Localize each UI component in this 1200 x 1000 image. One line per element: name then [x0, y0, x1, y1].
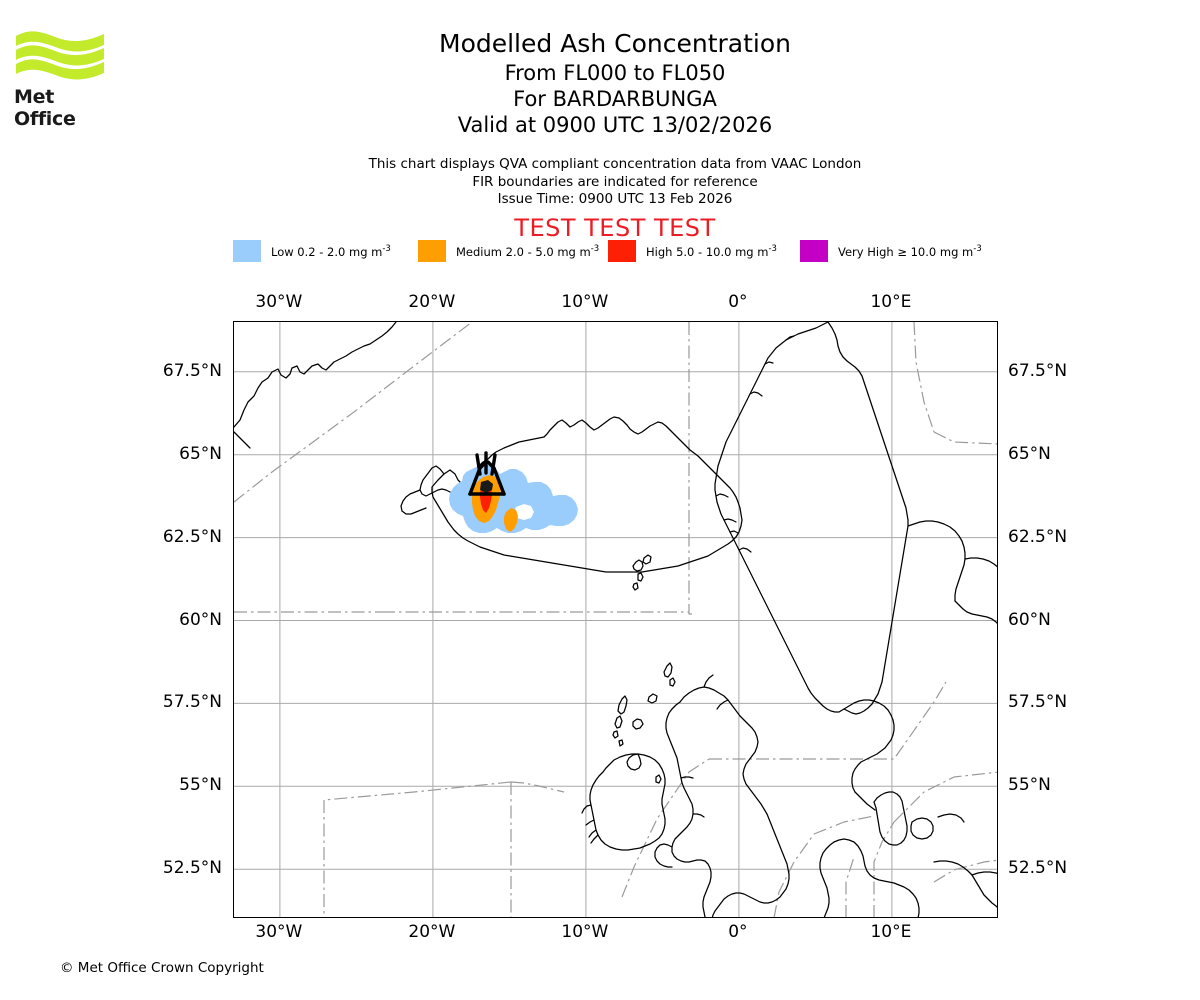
copyright-notice: © Met Office Crown Copyright: [60, 960, 264, 976]
lat-tick-left-3: 60°N: [179, 609, 222, 630]
lat-tick-right-3: 60°N: [1008, 609, 1051, 630]
legend-label-low: Low 0.2 - 2.0 mg m-3: [271, 243, 391, 259]
title-block: Modelled Ash Concentration From FL000 to…: [115, 28, 1115, 138]
flight-level-range: From FL000 to FL050: [504, 61, 726, 85]
met-office-wave-mark: [16, 31, 104, 80]
ash-area-high: [480, 485, 492, 513]
lon-tick-top-3: 0°: [728, 292, 748, 312]
qva-note: This chart displays QVA compliant concen…: [368, 156, 862, 172]
ash-plume: [449, 465, 578, 533]
volcano-eruption-symbol: [468, 451, 506, 496]
legend-swatch-low: [233, 240, 261, 262]
met-office-wordmark: Met Office: [14, 86, 76, 130]
graticule-grid: [234, 322, 997, 917]
lon-tick-top-4: 10°E: [870, 292, 912, 312]
lon-tick-top-2: 10°W: [561, 292, 609, 312]
legend-swatch-medium: [418, 240, 446, 262]
map-panel: [233, 321, 998, 918]
lat-tick-right-5: 55°N: [1008, 775, 1051, 796]
lon-tick-top-0: 30°W: [255, 292, 303, 312]
lon-tick-top-1: 20°W: [408, 292, 456, 312]
notes-block: This chart displays QVA compliant concen…: [115, 156, 1115, 209]
legend-item-low: Low 0.2 - 2.0 mg m-3: [233, 239, 418, 263]
lon-tick-bottom-0: 30°W: [255, 922, 303, 942]
met-office-logo: Met Office: [14, 28, 114, 130]
legend-swatch-high: [608, 240, 636, 262]
map-frame: [233, 321, 998, 918]
ash-area-medium-secondary: [504, 508, 518, 532]
lat-tick-right-1: 65°N: [1008, 443, 1051, 464]
legend-item-very-high: Very High ≥ 10.0 mg m-3: [800, 239, 990, 263]
fir-boundary-lines: [234, 322, 997, 917]
lon-tick-bottom-2: 10°W: [561, 922, 609, 942]
ash-source-core: [480, 480, 493, 493]
issue-time: Issue Time: 0900 UTC 13 Feb 2026: [497, 191, 733, 207]
fir-note: FIR boundaries are indicated for referen…: [472, 173, 758, 190]
lon-tick-bottom-3: 0°: [728, 922, 748, 942]
page-title: Modelled Ash Concentration: [439, 29, 791, 58]
legend-swatch-very-high: [800, 240, 828, 262]
lat-tick-right-4: 57.5°N: [1008, 692, 1068, 713]
legend-label-high: High 5.0 - 10.0 mg m-3: [646, 243, 777, 259]
lat-tick-left-4: 57.5°N: [162, 692, 222, 713]
volcano-name: For BARDARBUNGA: [513, 87, 717, 111]
coastlines: [234, 322, 997, 917]
lat-tick-left-0: 67.5°N: [162, 360, 222, 381]
lat-tick-right-0: 67.5°N: [1008, 360, 1068, 381]
lat-tick-left-2: 62.5°N: [162, 526, 222, 547]
test-banner: TEST TEST TEST: [514, 214, 716, 242]
legend-label-very-high: Very High ≥ 10.0 mg m-3: [838, 243, 982, 259]
lat-tick-right-2: 62.5°N: [1008, 526, 1068, 547]
lon-tick-bottom-1: 20°W: [408, 922, 456, 942]
legend-label-medium: Medium 2.0 - 5.0 mg m-3: [456, 243, 600, 259]
concentration-legend: Low 0.2 - 2.0 mg m-3 Medium 2.0 - 5.0 mg…: [233, 239, 998, 263]
lat-tick-left-5: 55°N: [179, 775, 222, 796]
lat-tick-right-6: 52.5°N: [1008, 858, 1068, 879]
ash-concentration-map: [234, 322, 997, 917]
lat-tick-left-1: 65°N: [179, 443, 222, 464]
lon-tick-bottom-4: 10°E: [870, 922, 912, 942]
valid-time: Valid at 0900 UTC 13/02/2026: [457, 113, 773, 137]
legend-item-medium: Medium 2.0 - 5.0 mg m-3: [418, 239, 608, 263]
legend-item-high: High 5.0 - 10.0 mg m-3: [608, 239, 800, 263]
lat-tick-left-6: 52.5°N: [162, 858, 222, 879]
